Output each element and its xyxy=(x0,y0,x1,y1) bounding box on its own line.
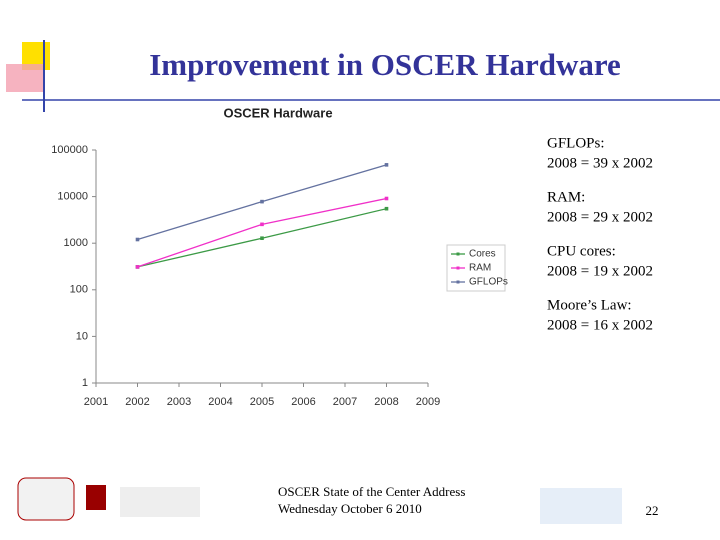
x-tick-label: 2002 xyxy=(125,396,149,408)
legend-swatch xyxy=(456,252,460,256)
logo xyxy=(17,477,75,521)
legend-label: GFLOPs xyxy=(469,277,508,288)
note: 2008 = 19 x 2002 xyxy=(547,263,653,279)
y-tick-label: 1 xyxy=(82,377,88,389)
x-tick-label: 2001 xyxy=(84,396,108,408)
x-tick-label: 2005 xyxy=(250,396,274,408)
legend-swatch xyxy=(456,266,460,270)
note: 2008 = 39 x 2002 xyxy=(547,155,653,171)
footer-text: OSCER State of the Center Address xyxy=(278,484,465,499)
note: Moore’s Law: xyxy=(547,297,632,313)
logo xyxy=(120,487,200,517)
point xyxy=(260,199,264,204)
x-tick-label: 2003 xyxy=(167,396,191,408)
y-tick-label: 1000 xyxy=(64,237,88,249)
y-tick-label: 10 xyxy=(76,330,88,342)
point xyxy=(135,237,140,242)
x-tick-label: 2007 xyxy=(333,396,357,408)
note: GFLOPs: xyxy=(547,135,605,151)
x-tick-label: 2004 xyxy=(208,396,232,408)
legend-label: Cores xyxy=(469,249,496,260)
y-tick-label: 100 xyxy=(70,284,88,296)
point xyxy=(260,236,264,241)
note: RAM: xyxy=(547,189,585,205)
point xyxy=(384,206,389,211)
x-tick-label: 2009 xyxy=(416,396,440,408)
note: 2008 = 16 x 2002 xyxy=(547,317,653,333)
x-tick-label: 2008 xyxy=(374,396,398,408)
note: 2008 = 29 x 2002 xyxy=(547,209,653,225)
y-tick-label: 10000 xyxy=(57,191,88,203)
point xyxy=(135,265,140,269)
note: CPU cores: xyxy=(547,243,616,259)
y-tick-label: 100000 xyxy=(51,144,88,156)
x-tick-label: 2006 xyxy=(291,396,315,408)
page-number: 22 xyxy=(646,503,659,518)
chart-title: OSCER Hardware xyxy=(223,105,332,120)
decor xyxy=(6,64,44,92)
point xyxy=(260,222,264,227)
footer-text: Wednesday October 6 2010 xyxy=(278,501,422,516)
logo xyxy=(540,488,622,524)
legend-label: RAM xyxy=(469,263,491,274)
series-line xyxy=(137,197,387,268)
legend-swatch xyxy=(456,280,460,284)
slide-title: Improvement in OSCER Hardware xyxy=(149,47,621,82)
point xyxy=(384,196,389,201)
point xyxy=(384,163,389,167)
logo xyxy=(86,485,106,510)
